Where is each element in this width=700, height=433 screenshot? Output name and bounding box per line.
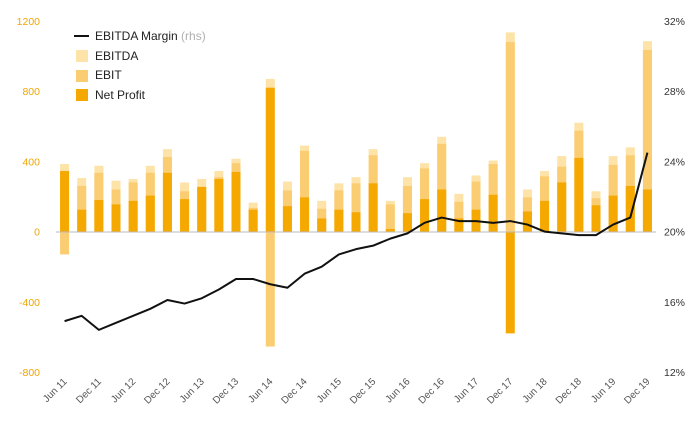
bar-net-profit-mar-16 [385, 228, 395, 232]
bar-ebit-dec-19 [642, 49, 652, 232]
left-tick-label: 800 [22, 86, 40, 98]
bars-layer [60, 32, 652, 347]
bar-net-profit-dec-13 [231, 171, 241, 232]
bar-net-profit-mar-13 [180, 199, 190, 232]
x-tick-label: Dec 16 [417, 376, 447, 406]
right-axis: 12% 16% 20% 24% 28% 32% [664, 16, 685, 379]
bar-net-profit-dec-15 [368, 183, 378, 232]
bar-net-profit-jun-12 [128, 200, 138, 232]
x-tick-label: Jun 13 [178, 376, 207, 405]
legend-label-ebitda-margin: EBITDA Margin (rhs) [95, 29, 206, 43]
bar-net-profit-mar-12 [111, 204, 121, 232]
right-tick-label: 16% [664, 297, 685, 309]
right-tick-label: 32% [664, 16, 685, 28]
bar-ebit-jun-14 [265, 231, 275, 347]
bar-net-profit-sep-11 [77, 209, 87, 232]
bar-net-profit-dec-19 [642, 189, 652, 232]
bar-net-profit-mar-19 [591, 205, 601, 232]
bar-ebit-jun-11 [60, 231, 70, 255]
bar-ebit-dec-17 [505, 42, 515, 232]
bar-ebit-sep-11 [77, 185, 87, 232]
right-tick-label: 28% [664, 86, 685, 98]
x-tick-label: Jun 19 [589, 376, 618, 405]
x-tick-label: Jun 18 [521, 376, 550, 405]
bar-net-profit-sep-19 [625, 185, 635, 232]
bar-ebit-mar-16 [385, 204, 395, 232]
left-tick-label: -400 [19, 297, 40, 309]
bar-net-profit-dec-18 [574, 157, 584, 232]
right-tick-label: 12% [664, 367, 685, 379]
left-tick-label: -800 [19, 367, 40, 379]
x-axis: Jun 11 Dec 11 Jun 12 Dec 12 Jun 13 Dec 13 Jun … [41, 376, 653, 406]
right-tick-label: 20% [664, 227, 685, 239]
x-tick-label: Jun 14 [246, 376, 275, 405]
bar-net-profit-mar-14 [248, 209, 258, 232]
bar-net-profit-dec-14 [300, 197, 310, 232]
x-tick-label: Jun 16 [384, 376, 413, 405]
bar-net-profit-mar-18 [522, 211, 532, 232]
legend-label-ebit: EBIT [95, 68, 122, 82]
bar-ebit-dec-14 [300, 150, 310, 232]
bar-net-profit-sep-18 [557, 182, 567, 232]
right-tick-label: 24% [664, 156, 685, 168]
x-tick-label: Dec 12 [142, 376, 172, 406]
bar-net-profit-mar-17 [454, 218, 464, 232]
bar-net-profit-jun-14 [265, 87, 275, 232]
legend-label-net-profit: Net Profit [95, 88, 146, 102]
bar-net-profit-sep-12 [145, 195, 155, 232]
line-ebitda-margin [64, 152, 649, 331]
bar-ebit-mar-17 [454, 201, 464, 232]
bar-net-profit-sep-16 [420, 199, 430, 232]
x-tick-label: Jun 11 [41, 376, 70, 405]
bar-net-profit-sep-14 [282, 206, 292, 232]
left-axis: -800 -400 0 400 800 1200 [17, 16, 41, 379]
bar-net-profit-dec-17 [505, 231, 515, 334]
legend-label-ebitda: EBITDA [95, 49, 138, 63]
x-tick-label: Jun 17 [452, 376, 481, 405]
bar-ebit-jun-17 [471, 181, 481, 232]
x-tick-label: Dec 14 [280, 376, 310, 406]
x-tick-label: Dec 15 [348, 376, 378, 406]
legend-swatch-ebit [76, 70, 88, 82]
x-tick-label: Jun 12 [109, 376, 138, 405]
bar-net-profit-sep-15 [351, 212, 361, 232]
bar-net-profit-jun-16 [402, 213, 412, 232]
bar-net-profit-mar-15 [317, 218, 327, 232]
bar-ebit-jun-16 [402, 185, 412, 232]
bar-net-profit-jun-18 [540, 200, 550, 232]
bar-net-profit-jun-19 [608, 195, 618, 232]
x-tick-label: Dec 18 [554, 376, 584, 406]
bar-net-profit-dec-16 [437, 189, 447, 232]
bar-ebit-sep-15 [351, 183, 361, 232]
left-tick-label: 400 [22, 156, 40, 168]
bar-ebit-dec-16 [437, 143, 447, 232]
x-tick-label: Dec 13 [211, 376, 241, 406]
bar-net-profit-jun-13 [197, 186, 207, 232]
bar-net-profit-dec-12 [162, 172, 172, 232]
bar-net-profit-jun-11 [60, 171, 70, 232]
x-tick-label: Dec 17 [485, 376, 515, 406]
x-tick-label: Jun 15 [315, 376, 344, 405]
line-layer [64, 152, 649, 331]
legend: EBITDA Margin (rhs) EBITDA EBIT Net Prof… [74, 29, 206, 102]
x-tick-label: Dec 11 [74, 376, 104, 406]
legend-swatch-net-profit [76, 89, 88, 101]
left-tick-label: 0 [34, 227, 40, 239]
bar-net-profit-dec-11 [94, 200, 104, 232]
bar-net-profit-sep-13 [214, 178, 224, 232]
bar-net-profit-sep-17 [488, 194, 498, 232]
left-tick-label: 1200 [17, 16, 41, 28]
bar-net-profit-jun-15 [334, 209, 344, 232]
legend-swatch-ebitda [76, 50, 88, 62]
x-tick-label: Dec 19 [622, 376, 652, 406]
